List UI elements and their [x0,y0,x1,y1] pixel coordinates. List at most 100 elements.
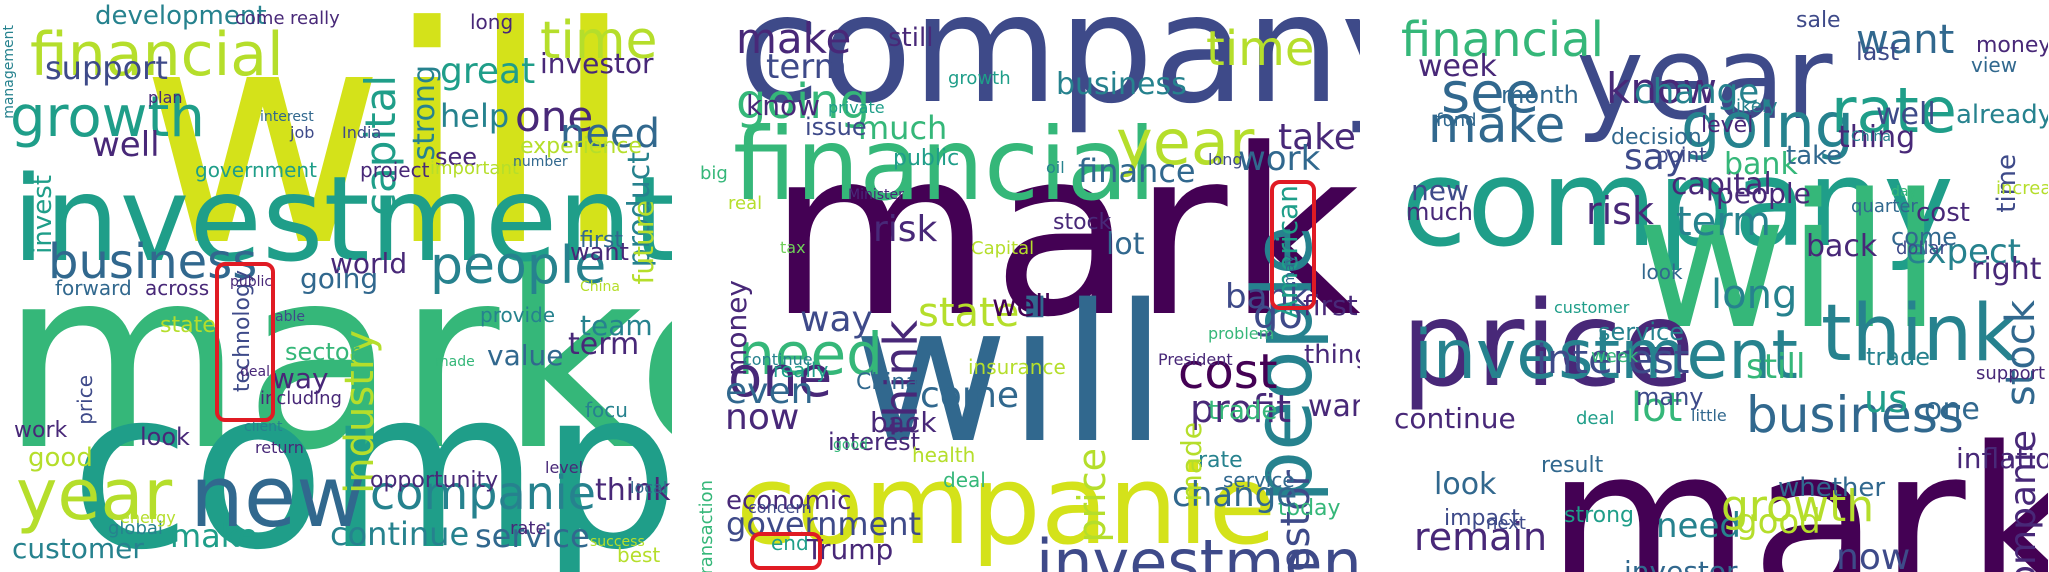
cloud-word: new [1411,174,1469,207]
cloud-word: financial [1401,12,1604,68]
cloud-word: public [230,274,273,290]
cloud-word: growth [10,85,205,150]
cloud-word: now [1836,537,1911,572]
cloud-word: people [1716,177,1811,210]
cloud-word: money [1976,33,2048,58]
cloud-word: now [725,397,800,438]
cloud-word: way [800,299,873,340]
cloud-word: well [92,125,160,165]
cloud-word: one [728,345,833,410]
cloud-word: bank [1724,147,1798,182]
cloud-word: decision [1611,125,1702,150]
cloud-word: local [630,478,668,497]
cloud-word: client [244,419,283,435]
cloud-word: economic [726,486,852,516]
cloud-word: today [1278,496,1341,521]
cloud-word: financial [30,20,284,90]
cloud-word: oil [1046,158,1065,177]
cloud-word: deal [1576,408,1615,429]
cloud-word: will [140,0,636,312]
cloud-word: continue [743,350,813,369]
cloud-word: come [1891,223,1958,251]
cloud-word: much [1406,198,1473,226]
cloud-word: look [140,423,190,451]
cloud-word: say [1624,137,1687,178]
cloud-word: result [1541,453,1604,478]
cloud-word: thing [1304,340,1360,370]
cloud-word: provide [480,303,556,327]
cloud-word: stock [1998,300,2044,407]
cloud-word: including [260,388,342,409]
cloud-word: profit [1190,387,1291,431]
cloud-word: health [912,443,976,467]
cloud-word: take [1278,117,1356,158]
word-cloud-2: companymarketwill financial companieinvest… [688,0,1360,572]
cloud-word: dollar [1896,238,1947,259]
cloud-word: see [1441,61,1540,126]
cloud-word: see [435,143,478,171]
highlight-box [1270,180,1316,310]
cloud-word: opportunity [370,468,499,493]
cloud-word: level [1701,113,1754,138]
cloud-word: increase [1996,178,2048,199]
cloud-word: well [992,289,1052,324]
cloud-word: need [1656,506,1741,546]
cloud-word: expect [1906,232,2021,272]
cloud-word: investment [1036,526,1360,572]
cloud-word: risk [873,209,938,250]
cloud-word: look [1641,260,1683,284]
cloud-word: lot [1106,227,1145,262]
cloud-word: invest [28,175,58,254]
cloud-word: first [580,228,623,253]
cloud-word: impact [1444,506,1520,531]
cloud-word: capital [356,75,405,217]
cloud-word: year [1116,106,1255,179]
cloud-word: growth [1721,481,1875,532]
cloud-word: company [738,0,1360,137]
cloud-word: management [1,25,17,119]
cloud-word: great [440,51,536,92]
cloud-word: little [1691,406,1727,425]
cloud-word: investment [1414,316,1798,395]
cloud-word: cost [1916,198,1970,228]
cloud-word: already [1956,100,2048,130]
cloud-word: good [833,437,868,453]
cloud-word: risk [1586,189,1654,233]
cloud-word: going [300,262,379,295]
cloud-word: job [290,123,315,142]
cloud-word: business [1056,67,1187,102]
cloud-word: India [342,123,382,142]
cloud-word: well [1876,97,1936,132]
cloud-word: term [766,47,847,87]
cloud-word: market [1546,402,2048,572]
cloud-word: take [1786,141,1843,171]
cloud-word: look [1434,467,1497,502]
cloud-word: energy [120,508,176,527]
cloud-word: financial [733,106,1156,223]
cloud-word: customer [1554,298,1630,317]
cloud-word: trade [1208,396,1278,426]
cloud-word: Minister [848,187,904,203]
cloud-word: month [1501,81,1579,109]
cloud-word: us [1864,377,1908,421]
cloud-word: know [746,89,820,122]
highlight-box [750,532,822,570]
cloud-word: global [108,518,163,539]
cloud-word: Capital [971,238,1035,259]
cloud-word: term [1676,199,1771,245]
cloud-word: price [1070,448,1114,543]
cloud-word: long [1208,150,1243,169]
cloud-word: help [440,97,510,135]
cloud-word: right [1971,252,2042,287]
cloud-word: experience [520,134,642,159]
cloud-word: one [1924,392,1980,427]
cloud-word: future [627,200,660,285]
cloud-word: tax [780,238,806,257]
cloud-word: problem [1208,324,1275,343]
cloud-word: China [856,370,919,395]
cloud-word: President [1158,350,1233,369]
cloud-word: market [768,101,1360,368]
cloud-word: service [475,517,590,555]
cloud-word: companie [736,441,1277,569]
cloud-word: support [45,49,168,87]
